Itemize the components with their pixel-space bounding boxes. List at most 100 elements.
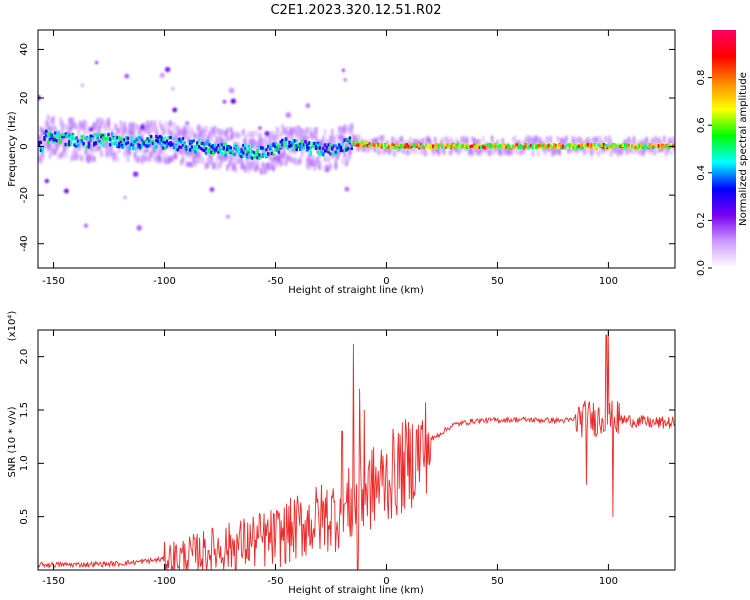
- spectrogram-cell: [352, 143, 355, 147]
- spectrogram-cell: [314, 142, 318, 146]
- spectrogram-cell: [508, 145, 511, 150]
- spectrogram-cell: [449, 137, 453, 144]
- spectrogram-cell: [46, 127, 50, 134]
- spectrogram-cell: [542, 145, 545, 152]
- spectrogram-cell: [355, 143, 359, 147]
- spectrogram-cell: [590, 150, 593, 157]
- spectrogram-cell: [313, 165, 316, 172]
- spectrogram-cell: [94, 145, 98, 152]
- spectrogram-cell: [400, 145, 403, 149]
- spectrogram-cell: [50, 136, 53, 140]
- spectrogram-cell: [126, 156, 130, 163]
- spectrogram-cell: [52, 144, 55, 151]
- spectrogram-cell: [290, 136, 293, 143]
- spectrogram-cell: [572, 146, 575, 150]
- spectrogram-cell: [284, 159, 288, 166]
- spectrogram-cell: [167, 128, 171, 135]
- spectrogram-cell: [267, 144, 270, 149]
- spectrogram-cell: [639, 147, 643, 154]
- spectrogram-cell: [251, 160, 254, 167]
- spectrogram-cell: [210, 127, 213, 134]
- spectrogram-cell: [313, 131, 316, 138]
- spectrogram-cell: [165, 158, 169, 165]
- spectrogram-cell: [393, 143, 396, 148]
- spectrogram-cell: [623, 143, 627, 147]
- spectrogram-cell: [169, 120, 172, 127]
- spectrogram-cell: [160, 140, 164, 147]
- spectrogram-cell: [281, 124, 284, 131]
- spectrogram-cell: [201, 148, 204, 152]
- spectrogram-cell: [240, 163, 244, 170]
- spectrogram-cell: [100, 150, 103, 157]
- spectrogram-cell: [355, 145, 359, 152]
- spectrogram-cell: [39, 158, 43, 165]
- spectrogram-cell: [258, 156, 261, 160]
- spectrogram-cell: [609, 144, 613, 148]
- spectrogram-cell: [187, 125, 190, 132]
- spectrogram-cell: [300, 145, 304, 150]
- spectrogram-cell: [100, 133, 103, 137]
- spectrogram-cell: [343, 124, 347, 131]
- spectrogram-cell: [226, 135, 229, 142]
- spectrogram-cell: [176, 125, 180, 132]
- spectrogram-cell: [155, 157, 158, 164]
- spectrogram-cell: [226, 153, 229, 160]
- spectrogram-cell: [233, 165, 236, 172]
- spectrogram-cell: [595, 145, 598, 149]
- spectrogram-cell: [609, 138, 613, 145]
- spectrogram-cell: [137, 156, 141, 163]
- spectrogram-cell: [547, 144, 550, 148]
- spectrogram-cell: [572, 139, 576, 146]
- spectrogram-cell: [125, 152, 128, 159]
- spectrogram-cell: [59, 152, 62, 159]
- spectrogram-cell: [449, 148, 453, 155]
- spectrogram-cell: [515, 145, 519, 149]
- spectrogram-cell: [453, 143, 456, 148]
- spectrogram-cell: [528, 146, 531, 150]
- spectrogram-cell: [201, 132, 204, 139]
- spectrogram-cell: [158, 138, 162, 142]
- spectrogram-cell: [671, 137, 675, 144]
- spectrogram-cell: [64, 142, 68, 147]
- spectrogram-cell: [417, 144, 421, 148]
- spectrogram-cell: [148, 143, 151, 148]
- spectrogram-cell: [327, 143, 330, 147]
- spectrogram-cell: [283, 141, 286, 145]
- spectrogram-cell: [121, 138, 124, 142]
- snr-x-tick-label: -100: [153, 576, 176, 587]
- spectrogram-cell: [330, 128, 334, 135]
- spectrogram-cell: [132, 122, 135, 129]
- spectrogram-cell: [306, 148, 309, 152]
- spectrogram-cell: [258, 136, 261, 143]
- spectrogram-cell: [94, 129, 98, 136]
- spectrogram-cell: [188, 131, 192, 138]
- spectrogram-cell: [128, 124, 132, 131]
- spectrogram-cell: [151, 126, 155, 133]
- spectrogram-cell: [165, 154, 169, 161]
- spectrogram-cell: [535, 146, 538, 150]
- spectrogram-cell: [657, 136, 661, 143]
- spectrogram-cell: [549, 137, 552, 144]
- spectrogram-cell: [346, 153, 350, 160]
- spectrogram-cell: [590, 143, 593, 147]
- spectrogram-cell: [299, 144, 302, 149]
- spectrogram-cell: [201, 126, 204, 133]
- spectrogram-cell: [146, 141, 149, 145]
- spectrogram-cell: [327, 144, 331, 151]
- spectrogram-cell: [583, 149, 586, 156]
- spectrogram-cell: [91, 156, 94, 163]
- spectrogram-cell: [304, 128, 307, 135]
- spectrogram-cell: [171, 155, 174, 162]
- spectrogram-cell: [183, 133, 187, 140]
- spectrogram-cell: [300, 151, 304, 158]
- spectrogram-cell: [272, 135, 275, 142]
- spectrogram-cell: [414, 138, 418, 145]
- spectrogram-y-tick-label: 20: [19, 92, 30, 105]
- spectrogram-cell: [432, 144, 435, 148]
- spectrogram-cell: [402, 143, 405, 147]
- spectrogram-cell: [172, 137, 176, 141]
- spectrogram-cell: [123, 141, 126, 145]
- spectrogram-cell: [458, 144, 462, 148]
- spectrogram-cell: [522, 148, 526, 155]
- spectrogram-cell: [123, 150, 126, 157]
